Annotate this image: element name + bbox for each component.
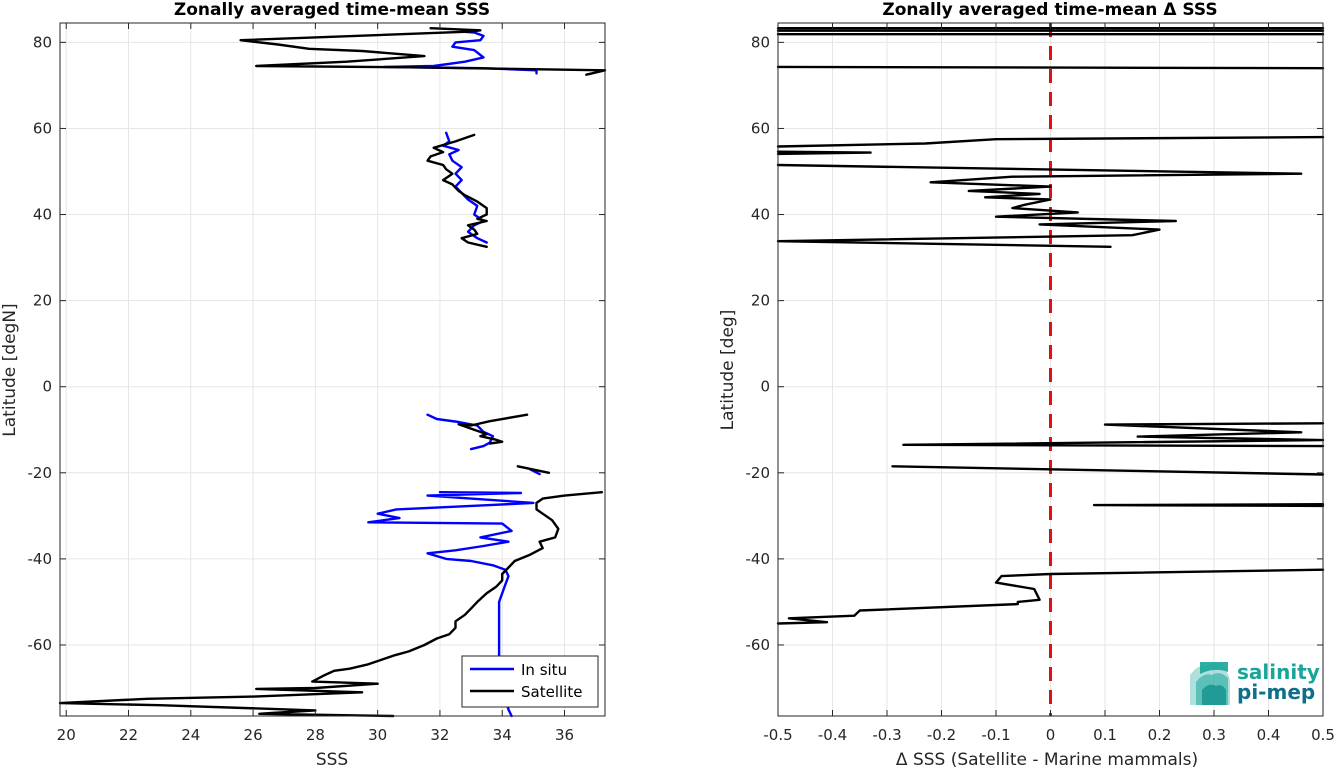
x-tick-label: 30 <box>368 726 387 744</box>
right-data <box>776 23 1325 716</box>
y-tick-label: -20 <box>28 464 53 482</box>
y-tick-label: -40 <box>28 550 53 568</box>
legend-label-in-situ: In situ <box>521 661 567 679</box>
series-line-series-0 <box>1092 503 1325 508</box>
x-tick-label: -0.2 <box>927 726 956 744</box>
x-tick-label: -0.4 <box>818 726 847 744</box>
right-ticks: -0.5 -0.4 -0.3 -0.2 -0.1 0 0.1 0.2 0.3 0.4 0.5 -60 -… <box>746 23 1335 744</box>
left-panel: 20 22 24 26 28 30 32 34 36 -60 -40 -20 0 20 40 60 80 Zon… <box>0 0 607 769</box>
left-grid <box>60 23 605 716</box>
x-tick-label: 0.3 <box>1202 726 1226 744</box>
series-line-series-0 <box>776 135 1325 148</box>
x-tick-label: 26 <box>244 726 263 744</box>
series-line-series-0 <box>891 465 1325 476</box>
x-tick-label: 0 <box>1046 726 1056 744</box>
y-tick-label: -60 <box>28 636 53 654</box>
x-tick-label: 0.2 <box>1148 726 1172 744</box>
series-line-satellite <box>239 27 607 76</box>
left-axes-box <box>59 22 606 717</box>
legend-label-satellite: Satellite <box>521 683 582 701</box>
left-chart-title: Zonally averaged time-mean SSS <box>174 0 490 20</box>
salinity-pimep-logo: salinity pi-mep <box>1190 660 1320 705</box>
y-tick-label: -40 <box>746 550 771 568</box>
y-tick-label: 80 <box>751 33 770 51</box>
y-tick-label: 40 <box>751 206 770 224</box>
x-tick-label: 28 <box>306 726 325 744</box>
logo-text-pimep: pi-mep <box>1237 680 1315 704</box>
x-tick-label: 0.4 <box>1257 726 1281 744</box>
left-x-axis-label: SSS <box>316 750 348 769</box>
logo-text-salinity: salinity <box>1237 660 1320 684</box>
y-tick-label: -20 <box>746 464 771 482</box>
y-tick-label: 60 <box>33 119 52 137</box>
x-tick-label: 22 <box>119 726 138 744</box>
left-data <box>58 27 607 718</box>
x-tick-label: 24 <box>181 726 200 744</box>
series-line-series-0 <box>902 422 1325 448</box>
series-line-series-0 <box>776 163 1303 248</box>
x-tick-label: -0.5 <box>763 726 792 744</box>
right-x-axis-label: Δ SSS (Satellite - Marine mammals) <box>896 750 1198 769</box>
left-plot-area <box>60 23 605 716</box>
series-line-satellite <box>457 413 529 445</box>
wave-logo-icon <box>1190 662 1230 705</box>
right-panel: -0.5 -0.4 -0.3 -0.2 -0.1 0 0.1 0.2 0.3 0.4 0.5 -60 -… <box>718 0 1335 769</box>
left-y-axis-label: Latitude [degN] <box>0 303 20 436</box>
right-y-axis-label: Latitude [deg] <box>718 310 738 431</box>
right-chart-title: Zonally averaged time-mean Δ SSS <box>882 0 1217 20</box>
y-tick-label: 60 <box>751 119 770 137</box>
y-tick-label: 40 <box>33 206 52 224</box>
series-line-satellite <box>58 491 604 718</box>
series-line-series-0 <box>776 568 1325 625</box>
series-line-series-0 <box>776 65 1325 70</box>
legend: In situ Satellite <box>461 655 599 708</box>
x-tick-label: 34 <box>493 726 512 744</box>
x-tick-label: 0.5 <box>1311 726 1335 744</box>
x-tick-label: -0.3 <box>872 726 901 744</box>
legend-box <box>461 655 599 708</box>
x-tick-label: 0.1 <box>1093 726 1117 744</box>
series-line-in-situ <box>367 491 535 660</box>
left-ticks: 20 22 24 26 28 30 32 34 36 -60 -40 -20 0 20 40 60 80 <box>28 23 605 744</box>
series-line-satellite <box>426 133 488 248</box>
y-tick-label: 20 <box>33 292 52 310</box>
x-tick-label: 20 <box>57 726 76 744</box>
series-line-satellite <box>516 465 551 474</box>
series-line-series-0 <box>776 150 872 156</box>
y-tick-label: 0 <box>760 378 770 396</box>
x-tick-label: 36 <box>555 726 574 744</box>
y-tick-label: -60 <box>746 636 771 654</box>
x-tick-label: -0.1 <box>981 726 1010 744</box>
y-tick-label: 0 <box>42 378 52 396</box>
x-tick-label: 32 <box>430 726 449 744</box>
y-tick-label: 80 <box>33 33 52 51</box>
y-tick-label: 20 <box>751 292 770 310</box>
